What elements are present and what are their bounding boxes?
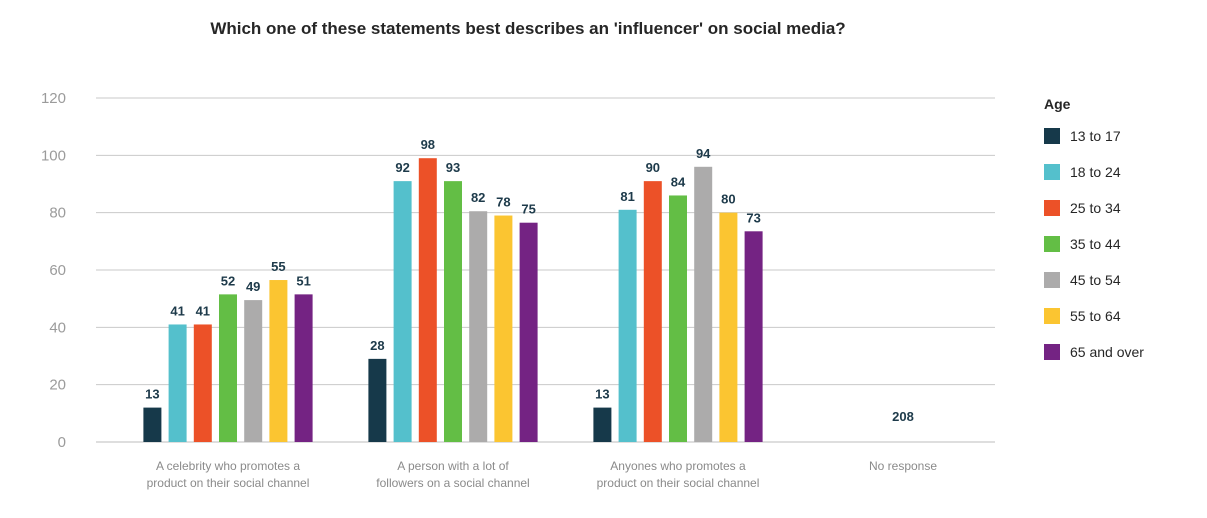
bar xyxy=(694,166,713,443)
bar xyxy=(244,300,263,442)
data-label: 90 xyxy=(646,160,660,175)
bar xyxy=(219,294,237,442)
bar xyxy=(618,209,637,442)
bar xyxy=(744,231,763,442)
legend: Age 13 to 17 18 to 24 25 to 34 35 to 44 45 t… xyxy=(1044,96,1144,360)
y-tick-label: 60 xyxy=(49,262,66,279)
data-label: 94 xyxy=(696,146,711,161)
category-label: No response xyxy=(869,459,937,473)
category-labels: A celebrity who promotes a product on the… xyxy=(147,459,938,490)
data-label: 55 xyxy=(271,259,285,274)
bar xyxy=(269,280,288,442)
annotation-label: 208 xyxy=(892,409,914,424)
y-tick-label: 80 xyxy=(49,205,66,222)
chart-title: Which one of these statements best descr… xyxy=(210,19,845,38)
legend-swatch xyxy=(1044,164,1060,180)
category-label: A person with a lot of xyxy=(397,459,509,473)
bar xyxy=(393,181,412,442)
legend-label: 55 to 64 xyxy=(1070,308,1121,324)
data-label: 80 xyxy=(721,192,735,207)
y-tick-label: 120 xyxy=(41,90,66,107)
data-label: 98 xyxy=(421,137,435,152)
data-label: 73 xyxy=(746,210,760,225)
bar xyxy=(444,181,462,442)
category-label: Anyones who promotes a xyxy=(610,459,746,473)
legend-label: 65 and over xyxy=(1070,344,1144,360)
category-label: followers on a social channel xyxy=(376,476,529,490)
bars xyxy=(143,158,763,443)
y-tick-label: 0 xyxy=(58,434,66,451)
bar xyxy=(643,181,662,442)
bar xyxy=(193,324,212,442)
bar xyxy=(368,358,387,442)
bar xyxy=(469,211,488,442)
data-label: 51 xyxy=(296,273,310,288)
bar xyxy=(494,215,513,442)
y-tick-label: 100 xyxy=(41,147,66,164)
category-label: A celebrity who promotes a xyxy=(156,459,300,473)
legend-swatch xyxy=(1044,344,1060,360)
bar xyxy=(669,195,687,442)
data-labels: 13 28 13 41 92 81 41 98 90 52 93 84 49 82 94 55 78 80 51 75… xyxy=(145,137,914,424)
data-label: 75 xyxy=(521,202,535,217)
data-label: 52 xyxy=(221,273,235,288)
bar xyxy=(143,407,162,442)
legend-swatch xyxy=(1044,272,1060,288)
bar xyxy=(418,158,437,442)
data-label: 41 xyxy=(170,303,184,318)
data-label: 93 xyxy=(446,160,460,175)
legend-label: 25 to 34 xyxy=(1070,200,1121,216)
category-label: product on their social channel xyxy=(147,476,310,490)
data-label: 49 xyxy=(246,279,260,294)
bar xyxy=(719,212,738,442)
legend-label: 13 to 17 xyxy=(1070,128,1121,144)
legend-label: 35 to 44 xyxy=(1070,236,1121,252)
bar xyxy=(519,222,538,442)
data-label: 78 xyxy=(496,195,510,210)
category-label: product on their social channel xyxy=(597,476,760,490)
bar xyxy=(168,324,187,442)
bar xyxy=(593,407,612,442)
data-label: 82 xyxy=(471,190,485,205)
data-label: 92 xyxy=(395,160,409,175)
data-label: 13 xyxy=(145,387,159,402)
bar xyxy=(294,294,313,442)
legend-label: 18 to 24 xyxy=(1070,164,1121,180)
data-label: 28 xyxy=(370,338,384,353)
legend-title: Age xyxy=(1044,96,1071,112)
data-label: 41 xyxy=(196,303,210,318)
legend-swatch xyxy=(1044,128,1060,144)
data-label: 84 xyxy=(671,174,686,189)
data-label: 81 xyxy=(620,189,634,204)
data-label: 13 xyxy=(595,387,609,402)
y-tick-label: 40 xyxy=(49,319,66,336)
legend-label: 45 to 54 xyxy=(1070,272,1121,288)
legend-swatch xyxy=(1044,200,1060,216)
grid: 0 20 40 60 80 100 120 xyxy=(41,90,995,451)
legend-swatch xyxy=(1044,308,1060,324)
legend-swatch xyxy=(1044,236,1060,252)
y-tick-label: 20 xyxy=(49,377,66,394)
